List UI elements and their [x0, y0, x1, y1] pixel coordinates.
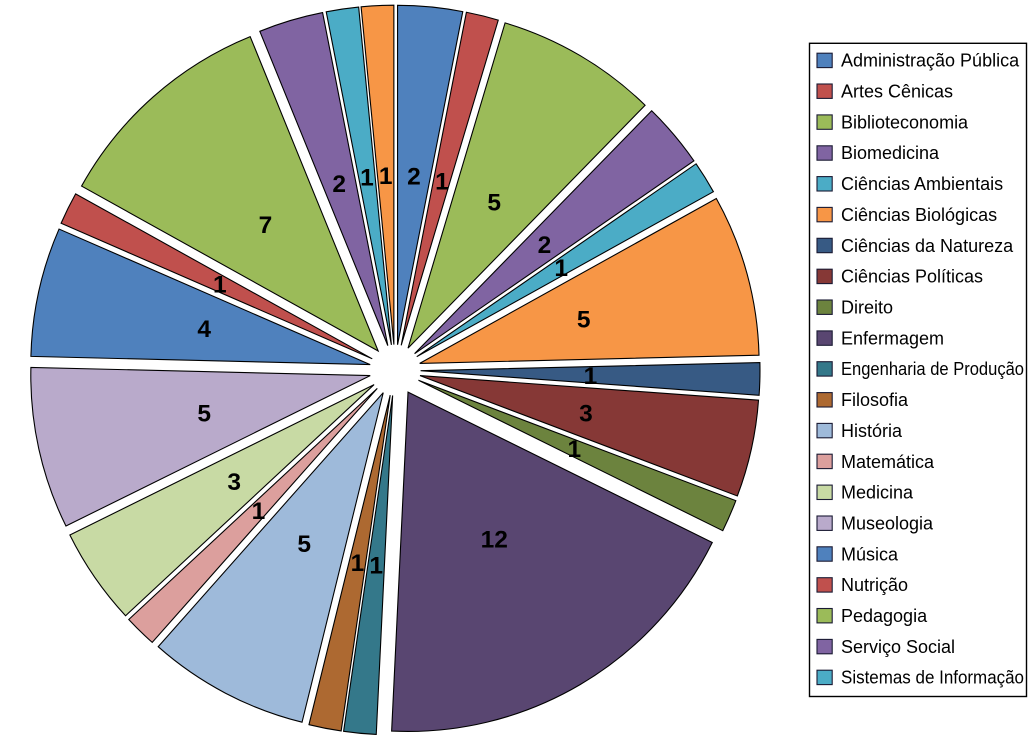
svg-text:Enfermagem: Enfermagem — [841, 328, 944, 348]
svg-text:1: 1 — [435, 168, 449, 195]
svg-text:Filosofia: Filosofia — [841, 390, 909, 410]
svg-text:1: 1 — [554, 255, 568, 282]
svg-text:2: 2 — [332, 171, 346, 198]
svg-text:2: 2 — [538, 232, 552, 259]
svg-text:Matemática: Matemática — [841, 452, 935, 472]
svg-text:Biomedicina: Biomedicina — [841, 143, 940, 163]
svg-text:Sistemas de Informação: Sistemas de Informação — [841, 668, 1024, 688]
svg-text:Direito: Direito — [841, 298, 893, 318]
svg-text:Ciências Políticas: Ciências Políticas — [841, 267, 983, 287]
svg-text:Administração Pública: Administração Pública — [841, 51, 1020, 71]
svg-text:Museologia: Museologia — [841, 514, 934, 534]
svg-text:História: História — [841, 421, 903, 441]
svg-text:3: 3 — [579, 400, 593, 427]
svg-text:1: 1 — [360, 165, 374, 192]
svg-text:Pedagogia: Pedagogia — [841, 606, 928, 626]
svg-text:2: 2 — [407, 164, 421, 191]
svg-text:5: 5 — [577, 307, 591, 334]
svg-text:Engenharia de Produção: Engenharia de Produção — [841, 359, 1024, 379]
svg-text:Serviço Social: Serviço Social — [841, 637, 955, 657]
svg-text:12: 12 — [481, 527, 508, 554]
svg-text:5: 5 — [297, 531, 311, 558]
svg-text:Ciências Biológicas: Ciências Biológicas — [841, 205, 997, 225]
svg-text:Ciências Ambientais: Ciências Ambientais — [841, 174, 1003, 194]
svg-text:1: 1 — [252, 498, 266, 525]
svg-text:5: 5 — [487, 190, 501, 217]
svg-text:4: 4 — [197, 316, 211, 343]
svg-text:5: 5 — [197, 400, 211, 427]
svg-text:7: 7 — [259, 212, 273, 239]
svg-text:Música: Música — [841, 544, 899, 564]
svg-text:1: 1 — [213, 272, 227, 299]
svg-text:1: 1 — [379, 163, 393, 190]
svg-text:Ciências da Natureza: Ciências da Natureza — [841, 236, 1014, 256]
svg-text:3: 3 — [227, 469, 241, 496]
svg-text:1: 1 — [567, 436, 581, 463]
svg-text:Nutrição: Nutrição — [841, 575, 908, 595]
svg-text:Biblioteconomia: Biblioteconomia — [841, 112, 969, 132]
svg-text:1: 1 — [584, 363, 598, 390]
svg-text:1: 1 — [369, 553, 383, 580]
svg-text:1: 1 — [351, 550, 365, 577]
svg-text:Artes Cênicas: Artes Cênicas — [841, 82, 953, 102]
svg-text:Medicina: Medicina — [841, 483, 914, 503]
